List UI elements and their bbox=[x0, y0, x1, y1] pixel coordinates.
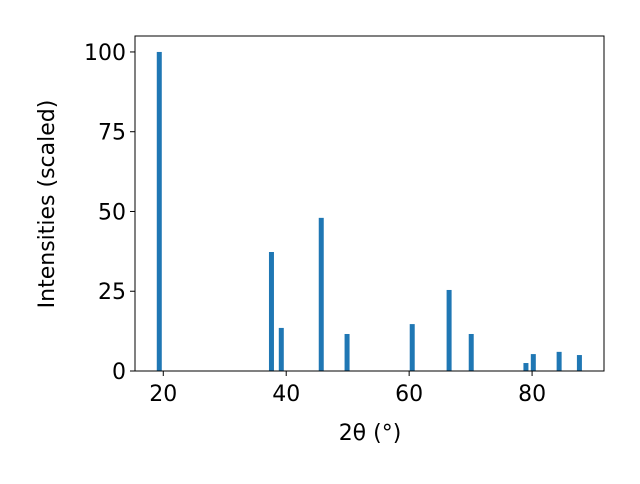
bar bbox=[530, 354, 536, 371]
y-tick-label: 0 bbox=[112, 360, 126, 385]
bar bbox=[468, 333, 474, 371]
y-axis-label: Intensities (scaled) bbox=[35, 100, 60, 309]
x-axis-label: 2θ (°) bbox=[339, 421, 402, 446]
bar bbox=[446, 289, 452, 371]
bar bbox=[556, 351, 562, 371]
bar bbox=[156, 51, 162, 371]
y-tick-label: 75 bbox=[98, 121, 126, 146]
bar bbox=[523, 363, 529, 371]
x-tick-label: 80 bbox=[518, 382, 546, 407]
bar bbox=[318, 217, 324, 371]
y-tick-label: 25 bbox=[98, 280, 126, 305]
bar bbox=[278, 327, 284, 371]
x-tick-label: 40 bbox=[272, 382, 300, 407]
bar bbox=[576, 355, 582, 371]
plot-frame bbox=[134, 35, 605, 372]
y-tick-label: 50 bbox=[98, 200, 126, 225]
x-tick-label: 60 bbox=[395, 382, 423, 407]
bar bbox=[268, 251, 274, 371]
x-tick-label: 20 bbox=[149, 382, 177, 407]
bar bbox=[344, 333, 350, 371]
y-tick-label: 100 bbox=[84, 41, 126, 66]
bar bbox=[409, 324, 415, 371]
